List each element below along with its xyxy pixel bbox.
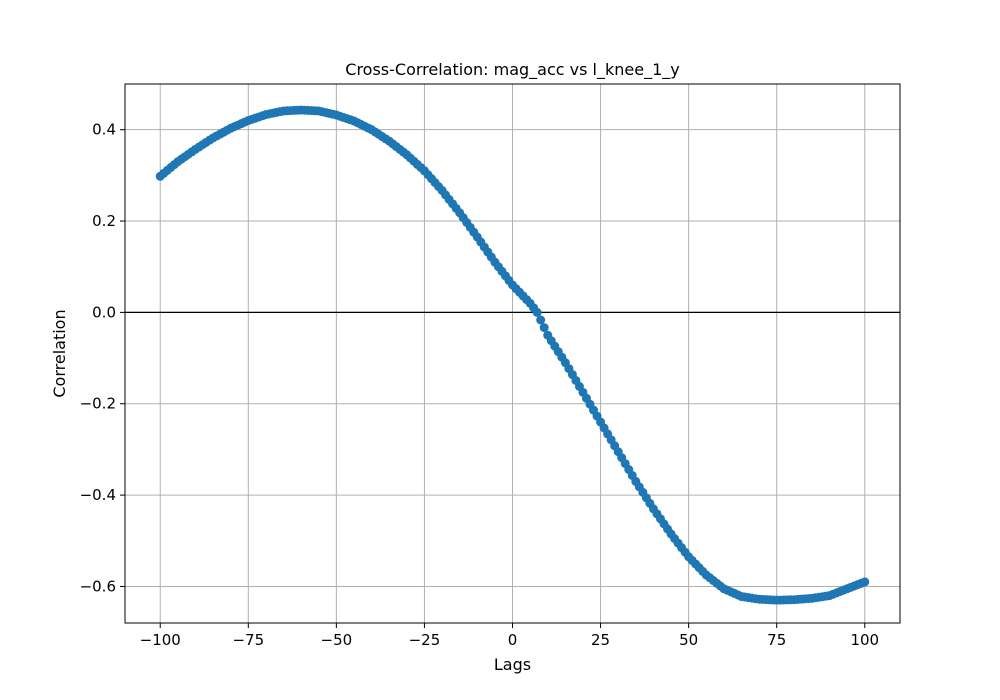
y-tick-label: −0.6 bbox=[80, 577, 116, 595]
x-tick-label: −25 bbox=[409, 631, 441, 649]
x-tick-label: 50 bbox=[679, 631, 698, 649]
data-point bbox=[860, 577, 870, 587]
y-axis-ticks: −0.6 −0.4 −0.2 0.0 0.2 0.4 bbox=[80, 121, 125, 595]
data-point bbox=[532, 307, 542, 317]
y-tick-label: −0.4 bbox=[80, 486, 116, 504]
chart-title: Cross-Correlation: mag_acc vs l_knee_1_y bbox=[345, 60, 679, 80]
y-axis-label: Correlation bbox=[50, 309, 69, 397]
data-point bbox=[539, 323, 549, 333]
y-tick-label: 0.2 bbox=[92, 212, 116, 230]
correlation-series bbox=[155, 105, 870, 605]
x-tick-label: 25 bbox=[591, 631, 610, 649]
data-point bbox=[536, 315, 546, 325]
x-tick-label: −100 bbox=[140, 631, 181, 649]
x-tick-label: 100 bbox=[850, 631, 879, 649]
x-axis-label: Lags bbox=[494, 655, 531, 674]
x-tick-label: −50 bbox=[321, 631, 353, 649]
x-tick-label: 75 bbox=[767, 631, 786, 649]
x-axis-ticks: −100 −75 −50 −25 0 25 50 75 100 bbox=[140, 623, 879, 649]
x-tick-label: 0 bbox=[508, 631, 518, 649]
y-tick-label: 0.4 bbox=[92, 121, 116, 139]
y-tick-label: −0.2 bbox=[80, 395, 116, 413]
x-tick-label: −75 bbox=[232, 631, 264, 649]
y-tick-label: 0.0 bbox=[92, 303, 116, 321]
